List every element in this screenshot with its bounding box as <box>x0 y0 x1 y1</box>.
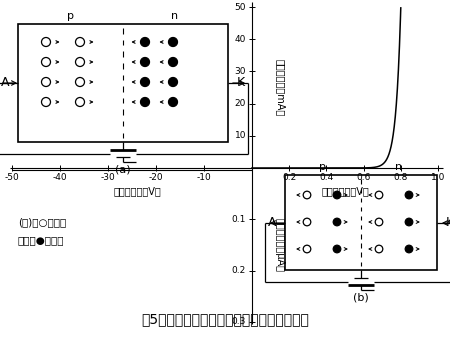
Circle shape <box>333 191 341 199</box>
Text: 50: 50 <box>234 2 246 11</box>
Text: ●：電子: ●：電子 <box>18 235 64 245</box>
Text: n: n <box>171 11 179 21</box>
Text: 10: 10 <box>234 131 246 140</box>
Text: 30: 30 <box>234 67 246 76</box>
Text: 0.2: 0.2 <box>282 174 296 183</box>
Circle shape <box>168 97 177 106</box>
Text: 0.6: 0.6 <box>356 174 371 183</box>
Circle shape <box>140 37 149 47</box>
Text: 0.1: 0.1 <box>232 215 246 224</box>
Circle shape <box>140 97 149 106</box>
Bar <box>18 24 228 142</box>
Text: K: K <box>237 76 245 90</box>
Text: 40: 40 <box>234 35 246 44</box>
Text: 0.2: 0.2 <box>232 266 246 275</box>
Text: 20: 20 <box>234 99 246 108</box>
Circle shape <box>140 58 149 66</box>
Circle shape <box>405 218 413 226</box>
Text: 0.4: 0.4 <box>319 174 333 183</box>
Text: (注)　○：正孔: (注) ○：正孔 <box>18 217 66 227</box>
Text: 順方向電流〔mA〕: 順方向電流〔mA〕 <box>275 59 285 116</box>
Text: 1.0: 1.0 <box>431 174 445 183</box>
Text: -20: -20 <box>148 174 163 183</box>
Circle shape <box>140 78 149 87</box>
Text: (a): (a) <box>115 165 131 175</box>
Circle shape <box>168 78 177 87</box>
Circle shape <box>333 245 341 253</box>
Text: 逆方向電圧〔V〕: 逆方向電圧〔V〕 <box>113 186 161 196</box>
Text: 第5図　ダイオードの特性とキャリヤの動作: 第5図 ダイオードの特性とキャリヤの動作 <box>141 312 309 326</box>
Text: 順方向電圧〔V〕: 順方向電圧〔V〕 <box>321 186 369 196</box>
Text: 逆方向電流〔μA〕: 逆方向電流〔μA〕 <box>275 218 285 272</box>
Text: K: K <box>446 216 450 229</box>
Text: p: p <box>67 11 73 21</box>
Text: 0.8: 0.8 <box>394 174 408 183</box>
Text: -40: -40 <box>53 174 68 183</box>
Circle shape <box>333 218 341 226</box>
Text: A: A <box>268 216 276 229</box>
Circle shape <box>168 58 177 66</box>
Text: p: p <box>320 162 327 172</box>
Bar <box>285 175 437 270</box>
Circle shape <box>168 37 177 47</box>
Text: -50: -50 <box>4 174 19 183</box>
Text: (b): (b) <box>353 292 369 302</box>
Text: -10: -10 <box>197 174 212 183</box>
Text: 0.3: 0.3 <box>232 317 246 327</box>
Text: -30: -30 <box>101 174 115 183</box>
Circle shape <box>405 191 413 199</box>
Circle shape <box>405 245 413 253</box>
Text: A: A <box>1 76 9 90</box>
Text: n: n <box>396 162 403 172</box>
